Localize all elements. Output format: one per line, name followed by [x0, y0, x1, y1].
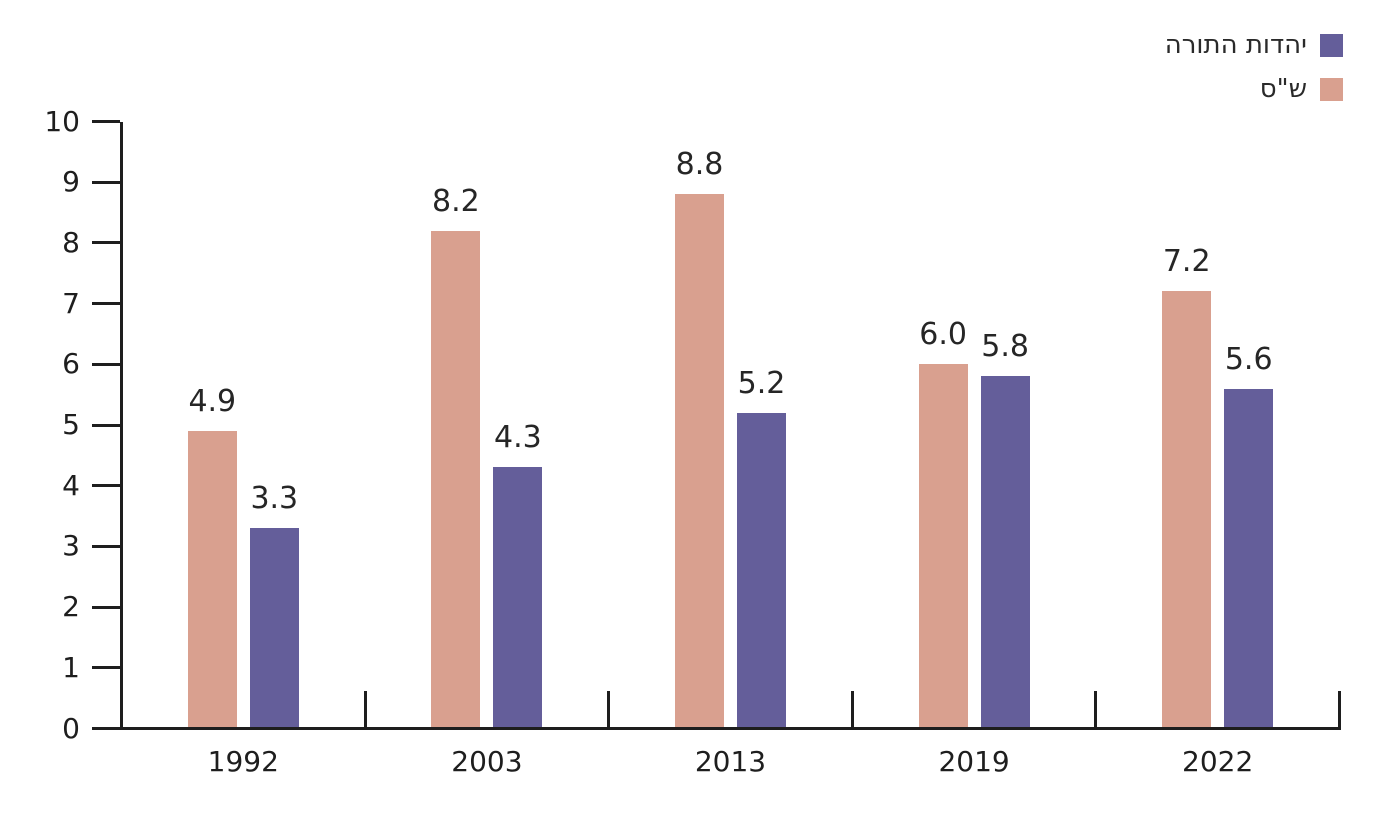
bar-value-label: 4.3	[494, 420, 542, 456]
y-axis-tick	[91, 544, 120, 548]
bar-utj	[1224, 388, 1274, 728]
y-axis-tick	[91, 666, 120, 670]
bar-value-label: 3.3	[250, 481, 299, 517]
bar-value-label: 7.2	[1162, 244, 1211, 280]
y-axis-tick	[91, 423, 120, 427]
x-axis-category-label: 2003	[451, 744, 523, 778]
legend-swatch-icon	[1320, 77, 1343, 101]
bar-utj	[980, 376, 1030, 728]
y-axis-tick	[91, 605, 120, 609]
y-axis-tick	[91, 241, 120, 245]
x-axis-tick	[1338, 690, 1341, 729]
y-axis-line	[119, 121, 123, 730]
bar-utj	[493, 467, 543, 728]
bar-shas	[1162, 291, 1212, 728]
x-axis-category-label: 2022	[1182, 744, 1254, 778]
bar-shas	[187, 431, 237, 728]
y-axis-tick-label: 4	[62, 468, 80, 502]
y-axis-tick	[91, 302, 120, 306]
y-axis-tick-label: 0	[62, 711, 80, 745]
bar-value-label: 8.8	[675, 147, 724, 183]
bar-shas	[431, 230, 481, 728]
x-axis-tick	[607, 690, 611, 729]
y-axis-tick-label: 8	[62, 225, 80, 259]
bar-utj	[249, 528, 299, 728]
y-axis-tick-label: 7	[62, 286, 80, 320]
bar-value-label: 5.6	[1224, 341, 1273, 377]
x-axis-tick	[1094, 690, 1098, 729]
y-axis-tick	[91, 727, 120, 730]
y-axis-tick	[91, 362, 120, 366]
bar-value-label: 8.2	[432, 183, 480, 219]
y-axis-tick-label: 2	[62, 590, 80, 624]
bar-value-label: 6.0	[919, 317, 967, 353]
y-axis-tick-label: 9	[62, 165, 80, 199]
y-axis-tick	[91, 180, 120, 184]
y-axis-tick-label: 3	[62, 529, 80, 563]
x-axis-line	[119, 727, 1341, 730]
bar-value-label: 5.2	[737, 365, 786, 401]
y-axis-tick	[91, 484, 120, 488]
x-axis-category-label: 1992	[207, 744, 279, 778]
x-axis-category-label: 2019	[938, 744, 1010, 778]
legend-label: ש"ס	[1259, 74, 1307, 104]
x-axis-tick	[363, 690, 367, 729]
legend-item: ש"ס	[1165, 74, 1343, 104]
bar-shas	[675, 194, 724, 728]
x-axis-tick	[850, 690, 854, 729]
bar-value-label: 5.8	[981, 329, 1029, 365]
y-axis-tick-label: 5	[62, 408, 80, 441]
bar-shas	[918, 364, 968, 728]
y-axis-tick-label: 6	[62, 347, 80, 381]
legend-item: יהדות התורה	[1165, 30, 1343, 60]
bar-value-label: 4.9	[188, 384, 237, 420]
legend-swatch-icon	[1320, 33, 1343, 57]
legend-label: יהדות התורה	[1164, 30, 1307, 60]
chart-legend: יהדות התורה ש"ס	[1165, 30, 1343, 118]
x-axis-category-label: 2013	[694, 744, 767, 778]
bar-utj	[737, 412, 786, 728]
y-axis-tick-label: 1	[62, 650, 80, 684]
y-axis-tick-label: 10	[44, 104, 80, 138]
y-axis-tick	[91, 120, 120, 123]
